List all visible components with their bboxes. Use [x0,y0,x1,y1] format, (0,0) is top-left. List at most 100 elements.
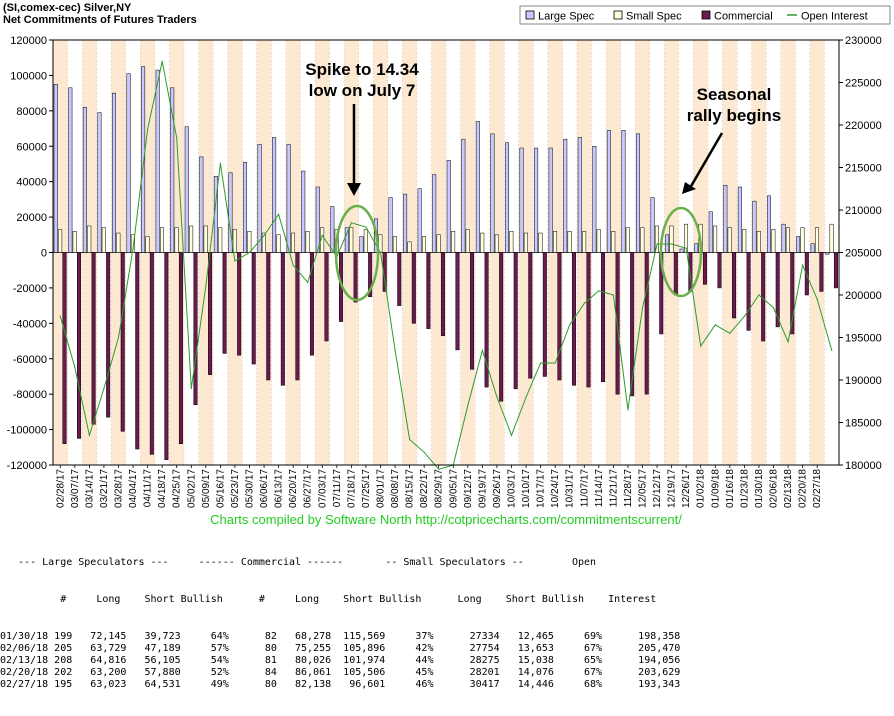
large-spec-bar [461,138,466,253]
commercial-bar [266,252,271,381]
x-tick-label: 06/06/17 [259,469,270,508]
seasonal-arrow-head [682,182,696,194]
x-tick-label: 03/07/17 [70,469,81,508]
small-spec-bar [232,229,237,253]
large-spec-bar [315,186,320,253]
right-tick-label: 195000 [845,333,882,345]
large-spec-bar [766,195,771,253]
large-spec-bar [519,147,524,253]
open-interest-point [292,264,294,266]
x-tick-label: 01/23/18 [739,469,750,508]
seasonal-annotation-line2: rally begins [687,106,781,125]
open-interest-point [612,294,614,296]
right-tick-label: 180000 [845,460,882,472]
open-interest-point [394,349,396,351]
left-tick-label: 100000 [10,70,47,82]
large-spec-bar [490,133,495,253]
large-spec-bar [170,87,175,253]
open-interest-point [423,451,425,453]
large-spec-bar [257,144,262,253]
open-interest-point [700,345,702,347]
spike-annotation-line2: low on July 7 [309,81,416,100]
large-spec-bar [679,248,684,253]
open-interest-point [816,298,818,300]
open-interest-point [132,247,134,249]
open-interest-point [540,362,542,364]
open-interest-point [802,264,804,266]
left-tick-label: 120000 [10,35,47,47]
small-spec-bar [742,229,747,253]
open-interest-point [641,307,644,309]
commercial-bar [237,252,242,356]
large-spec-bar [403,193,408,253]
open-interest-point [583,302,585,305]
large-spec-bar [752,200,757,253]
commercial-bar [601,252,606,383]
commercial-bar [62,252,67,444]
commercial-bar [178,252,183,444]
x-tick-label: 09/26/17 [492,469,503,508]
commercial-bar [702,252,707,285]
large-spec-bar [228,172,233,253]
open-interest-line [59,61,833,470]
spike-annotation-line1: Spike to 14.34 [305,60,419,79]
large-spec-bar [111,92,116,253]
small-spec-bar [494,234,499,253]
small-spec-bar [567,231,572,253]
open-interest-point [525,396,527,398]
large-spec-bar [417,188,422,253]
spike-arrow-head [347,183,361,196]
x-tick-label: 03/28/17 [114,469,125,508]
left-tick-label: 40000 [16,177,47,189]
x-tick-label: 09/05/17 [448,469,459,508]
right-tick-label: 205000 [845,248,882,260]
large-spec-bar [548,147,553,253]
open-interest-point [321,234,323,237]
small-spec-bar [815,227,820,253]
commercial-bar [586,252,591,388]
commercial-bar [309,252,314,356]
large-spec-bar [97,112,102,253]
stats-row: 02/20/18 202 63,200 57,880 52% 84 86,061… [0,667,681,679]
commercial-bar [513,252,518,390]
x-tick-label: 03/14/17 [84,469,95,508]
x-tick-label: 06/13/17 [274,469,285,508]
large-spec-bar [475,121,480,253]
x-tick-label: 02/28/17 [55,469,66,508]
legend-small-spec-swatch [613,10,623,20]
small-spec-bar [422,236,427,253]
x-tick-label: 10/24/17 [550,469,561,508]
large-spec-bar [606,130,611,253]
seasonal-arrow-shaft [688,132,724,189]
open-interest-point [481,349,483,351]
right-tick-label: 230000 [845,35,882,47]
small-spec-bar [276,234,281,253]
commercial-bar [717,252,722,289]
large-spec-bar [432,174,437,253]
x-tick-label: 01/09/18 [710,469,721,508]
x-tick-label: 08/29/17 [434,469,445,508]
large-spec-bar [126,73,131,253]
left-tick-label: 80000 [16,106,47,118]
left-tick-label: 20000 [16,212,47,224]
open-interest-point [379,251,382,254]
legend-open-interest: Open Interest [801,11,868,23]
large-spec-bar [53,84,58,253]
commercial-bar [120,252,125,432]
chart-subtitle: Net Commitments of Futures Traders [3,14,197,26]
x-tick-label: 05/30/17 [245,469,256,508]
small-spec-bar [727,227,732,253]
x-tick-label: 05/02/17 [186,469,197,508]
small-spec-bar [684,223,689,253]
left-tick-label: -80000 [13,389,47,401]
large-spec-bar [694,243,699,253]
commercial-bar [397,252,402,306]
small-spec-bar [596,229,601,253]
open-interest-point [671,243,673,245]
right-tick-label: 185000 [845,418,882,430]
open-interest-point [554,362,556,364]
large-spec-bar [155,69,160,253]
small-spec-bar [611,231,616,253]
large-spec-bar [68,87,73,253]
small-spec-bar [538,232,543,253]
